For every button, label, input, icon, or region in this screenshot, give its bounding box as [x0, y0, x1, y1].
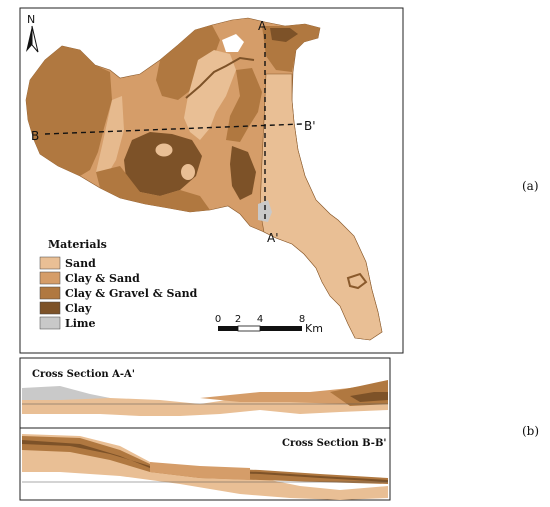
section-b-clay-layer	[22, 440, 388, 482]
cross-section-panel: Cross Section A-A' Cross Section B-B'	[19, 357, 391, 501]
section-label-b-prime: B'	[304, 119, 316, 133]
section-label-a: A	[258, 19, 267, 33]
legend-swatch	[39, 286, 61, 300]
scale-bar: 0 2 4 8 Km	[215, 314, 323, 335]
section-b-claysand-layer	[150, 462, 250, 480]
map-panel: A A' B B' N Materials Sand Clay & Sand Cla…	[19, 7, 404, 354]
scale-bar-seg-2	[237, 325, 261, 332]
map-region-sand-lens	[346, 272, 368, 290]
legend-label: Clay	[65, 302, 92, 315]
map-region-east-clay	[230, 146, 256, 200]
map-region-north-sand	[184, 50, 236, 140]
map-region-lime	[258, 200, 272, 222]
legend-label: Lime	[65, 317, 96, 330]
scale-tick-label: 4	[257, 314, 263, 325]
scale-tick-label: 8	[299, 314, 305, 325]
panel-label-a: (a)	[522, 179, 539, 193]
scale-tick-label: 2	[235, 314, 241, 325]
north-arrow-icon: N	[26, 13, 39, 53]
map-region-ne-clay	[270, 28, 298, 42]
scale-ticks: 0 2 4 8	[215, 314, 305, 325]
legend-swatch	[39, 301, 61, 315]
legend-title: Materials	[48, 238, 107, 251]
cross-section-b: Cross Section B-B'	[22, 434, 388, 500]
north-label: N	[27, 13, 35, 26]
section-label-a-prime: A'	[267, 231, 279, 245]
legend-swatch	[39, 271, 61, 285]
cross-section-a: Cross Section A-A'	[22, 369, 388, 416]
legend-label: Clay & Gravel & Sand	[65, 287, 198, 300]
section-b-title: Cross Section B-B'	[282, 438, 386, 449]
panel-label-b: (b)	[522, 424, 539, 438]
section-a-title: Cross Section A-A'	[32, 369, 135, 380]
map-region-sand-patch	[181, 164, 195, 180]
map-region-east-gravel	[226, 68, 262, 142]
map-region-east-sand	[259, 73, 383, 341]
scale-unit: Km	[305, 322, 323, 335]
map-region-central-clay	[124, 132, 202, 196]
map-region-south-gravel	[96, 166, 210, 212]
section-a-clay-layer	[350, 392, 388, 402]
section-a-lime-layer	[22, 386, 110, 400]
legend-items: Sand Clay & Sand Clay & Gravel & Sand Clay L…	[39, 256, 198, 330]
map-region-west-sand	[96, 96, 124, 180]
map-region-north-gravel	[156, 25, 220, 100]
section-label-b: B	[31, 129, 39, 143]
map-region-north-clay-streak	[185, 56, 255, 99]
map-region-notch	[222, 34, 244, 52]
legend: Materials Sand Clay & Sand Clay & Gravel &…	[39, 238, 198, 330]
section-line-b	[44, 123, 303, 135]
map-region-clay-ring	[152, 140, 176, 160]
scale-bar-seg-3	[260, 326, 302, 331]
legend-swatch	[39, 316, 61, 330]
map-region-west-gravel	[26, 46, 112, 176]
legend-label: Sand	[65, 257, 96, 270]
legend-label: Clay & Sand	[65, 272, 140, 285]
legend-swatch	[39, 256, 61, 270]
scale-bar-seg-1	[218, 326, 238, 331]
scale-tick-label: 0	[215, 314, 221, 325]
